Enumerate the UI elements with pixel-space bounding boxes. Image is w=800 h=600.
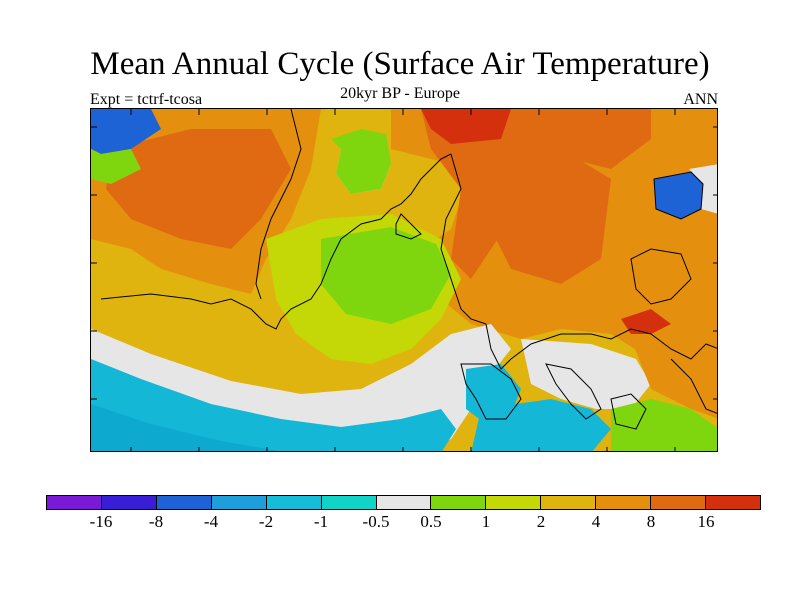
coastline-south [485, 323, 717, 370]
colorbar-label: -0.5 [362, 512, 390, 531]
coastline-greece [610, 393, 647, 430]
colorbar-box [651, 496, 707, 509]
colorbar-label: 0.5 [420, 512, 442, 531]
experiment-label: Expt = tctrf-tcosa [90, 91, 203, 108]
coastline-italy [545, 363, 602, 420]
colorbar-box [101, 496, 157, 509]
map-title: Mean Annual Cycle (Surface Air Temperatu… [90, 46, 710, 82]
colorbar-box [596, 496, 652, 509]
colorbar-box [211, 496, 267, 509]
map-region-se-neutral [521, 339, 651, 409]
colorbar-label: -16 [89, 512, 113, 531]
colorbar-label: -4 [203, 512, 219, 531]
map-region-sw-ocean-deep [91, 404, 280, 451]
coastline-north [255, 109, 302, 300]
map-subtitle: 20kyr BP - Europe [340, 85, 460, 102]
colorbar-box [541, 496, 597, 509]
colorbar-label: -8 [148, 512, 164, 531]
colorbar-label: 8 [646, 512, 656, 531]
coastline-ne-lake [653, 171, 704, 220]
colorbar-label: 16 [697, 512, 715, 531]
map-region-ne-blue [654, 172, 703, 219]
colorbar-box [266, 496, 322, 509]
colorbar-label: 1 [481, 512, 491, 531]
map-ticks [91, 109, 717, 451]
map-region-north-green [331, 129, 391, 194]
map-region-central-green [321, 227, 451, 324]
map-canvas [91, 109, 717, 451]
map-region-east-red [621, 309, 671, 334]
colorbar-box [156, 496, 212, 509]
coastline [100, 153, 452, 330]
colorbar-label: -2 [258, 512, 274, 531]
colorbar-box [321, 496, 377, 509]
coastline-central [440, 153, 487, 325]
coastline-baltic [395, 213, 422, 240]
coastline-med [460, 363, 522, 420]
coastline-east [670, 358, 717, 414]
map-region-nw-blue [91, 109, 161, 154]
map-region-top-red [421, 109, 511, 144]
colorbar [46, 495, 761, 510]
map-region-east-dark [486, 149, 611, 284]
map-region-nw-green [91, 149, 141, 184]
colorbar-box [47, 496, 102, 509]
map-region-se-ocean-2 [471, 399, 611, 451]
colorbar-box [431, 496, 487, 509]
colorbar-label: 2 [536, 512, 546, 531]
temperature-map [90, 108, 718, 452]
colorbar-label: -1 [313, 512, 329, 531]
map-region-east-orange [631, 319, 717, 419]
map-region-ne-dark [421, 109, 651, 279]
colorbar-label: 4 [591, 512, 601, 531]
colorbar-box [486, 496, 542, 509]
map-region-se-green [611, 399, 717, 451]
map-region-nw-dark [106, 129, 291, 249]
period-label: ANN [683, 91, 718, 108]
colorbar-box [706, 496, 760, 509]
map-region-west-yellow [91, 269, 331, 389]
coastline-east-sea [630, 248, 692, 305]
colorbar-box [376, 496, 432, 509]
map-region-sw-ocean [91, 359, 456, 451]
